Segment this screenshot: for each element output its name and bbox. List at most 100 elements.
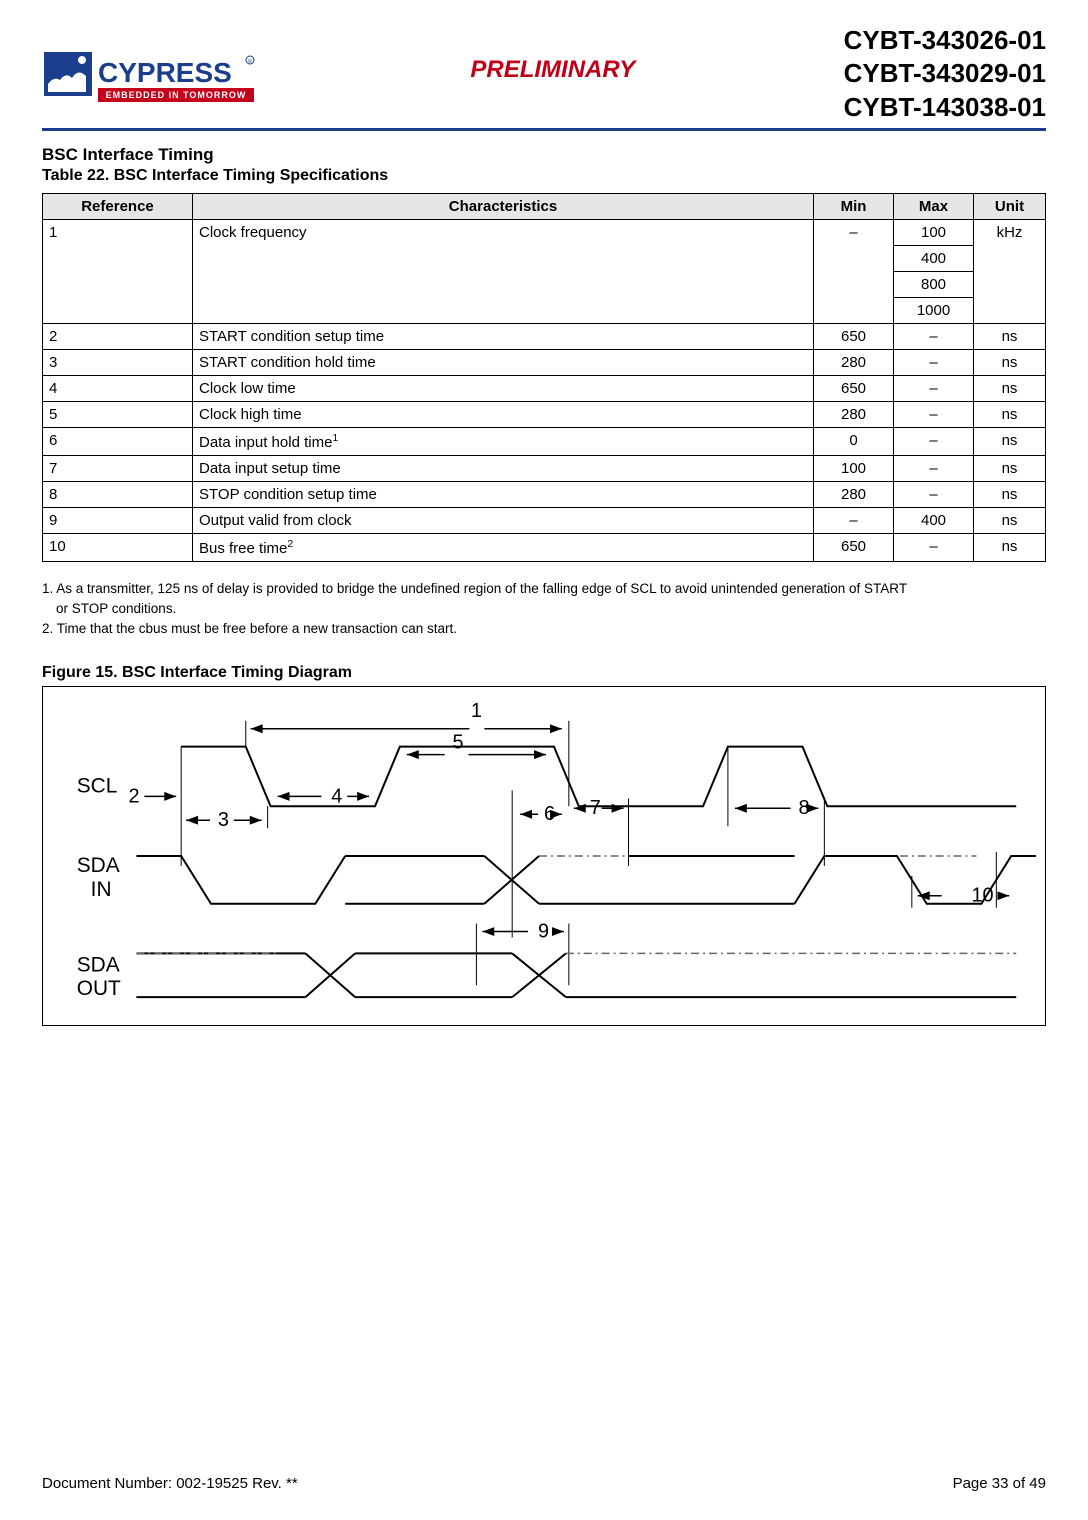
cell-min: 280 [814, 401, 894, 427]
table-row: 5Clock high time280–ns [43, 401, 1046, 427]
cell-min: 650 [814, 323, 894, 349]
cell-unit: ns [974, 533, 1046, 561]
cell-ref: 10 [43, 533, 193, 561]
table-row: 4Clock low time650–ns [43, 375, 1046, 401]
cell-ref: 3 [43, 349, 193, 375]
cell-min: 650 [814, 533, 894, 561]
cell-min: 280 [814, 349, 894, 375]
cell-unit: ns [974, 401, 1046, 427]
cell-ref: 4 [43, 375, 193, 401]
cell-min: – [814, 507, 894, 533]
cell-char: START condition setup time [193, 323, 814, 349]
footnotes: 1. As a transmitter, 125 ns of delay is … [42, 580, 1046, 639]
section-title: BSC Interface Timing [42, 145, 1046, 165]
logo: CYPRESS R EMBEDDED IN TOMORROW [42, 22, 262, 116]
svg-text:3: 3 [218, 810, 229, 832]
signal-label-sda-in2: IN [91, 878, 112, 901]
spec-table: Reference Characteristics Min Max Unit 1… [42, 193, 1046, 562]
cell-min: 0 [814, 427, 894, 455]
svg-text:R: R [248, 59, 252, 65]
page-footer: Document Number: 002-19525 Rev. ** Page … [42, 1475, 1046, 1492]
cell-unit: ns [974, 427, 1046, 455]
part-numbers: CYBT-343026-01 CYBT-343029-01 CYBT-14303… [844, 22, 1046, 124]
page-header: CYPRESS R EMBEDDED IN TOMORROW PRELIMINA… [42, 22, 1046, 124]
cell-char: Bus free time2 [193, 533, 814, 561]
table-row: 7Data input setup time100–ns [43, 455, 1046, 481]
svg-text:8: 8 [798, 798, 809, 820]
cell-unit: ns [974, 375, 1046, 401]
timing-diagram: SCL 1 5 2 4 3 [42, 686, 1046, 1026]
col-header-min: Min [814, 193, 894, 219]
cell-ref: 9 [43, 507, 193, 533]
footnote: 1. As a transmitter, 125 ns of delay is … [42, 580, 1046, 598]
logo-brand-text: CYPRESS [98, 57, 232, 88]
table-row: 3START condition hold time280–ns [43, 349, 1046, 375]
cell-char: STOP condition setup time [193, 481, 814, 507]
footnote-cont: or STOP conditions. [42, 600, 1046, 618]
part-number: CYBT-343026-01 [844, 24, 1046, 57]
col-header-unit: Unit [974, 193, 1046, 219]
footnote: 2. Time that the cbus must be free befor… [42, 620, 1046, 638]
svg-text:4: 4 [331, 786, 342, 808]
cell-unit: kHz [974, 219, 1046, 323]
logo-tagline-text: EMBEDDED IN TOMORROW [106, 90, 247, 100]
table-caption: Table 22. BSC Interface Timing Specifica… [42, 167, 1046, 185]
doc-number: Document Number: 002-19525 Rev. ** [42, 1475, 298, 1492]
cell-max: – [894, 533, 974, 561]
cell-max: – [894, 481, 974, 507]
cell-max: – [894, 401, 974, 427]
cell-min: 650 [814, 375, 894, 401]
col-header-characteristics: Characteristics [193, 193, 814, 219]
figure-caption: Figure 15. BSC Interface Timing Diagram [42, 664, 1046, 682]
cell-ref: 8 [43, 481, 193, 507]
cell-max: 800 [894, 271, 974, 297]
cell-char: Output valid from clock [193, 507, 814, 533]
table-row: 2START condition setup time650–ns [43, 323, 1046, 349]
cell-max: – [894, 323, 974, 349]
cell-ref: 2 [43, 323, 193, 349]
cell-char: Data input hold time1 [193, 427, 814, 455]
cell-ref: 5 [43, 401, 193, 427]
svg-text:2: 2 [128, 786, 139, 808]
table-row: 9Output valid from clock–400ns [43, 507, 1046, 533]
cell-char: Clock frequency [193, 219, 814, 323]
table-row: 8STOP condition setup time280–ns [43, 481, 1046, 507]
cell-ref: 6 [43, 427, 193, 455]
svg-text:9: 9 [538, 921, 549, 943]
col-header-max: Max [894, 193, 974, 219]
cell-max: 100 [894, 219, 974, 245]
cell-char: Clock high time [193, 401, 814, 427]
cell-max: 400 [894, 245, 974, 271]
svg-text:6: 6 [544, 804, 555, 826]
cell-unit: ns [974, 349, 1046, 375]
cell-unit: ns [974, 507, 1046, 533]
cell-max: – [894, 375, 974, 401]
cell-unit: ns [974, 455, 1046, 481]
cell-max: 1000 [894, 297, 974, 323]
part-number: CYBT-143038-01 [844, 91, 1046, 124]
col-header-reference: Reference [43, 193, 193, 219]
signal-label-scl: SCL [77, 775, 118, 798]
svg-text:1: 1 [471, 700, 482, 722]
page-number: Page 33 of 49 [953, 1475, 1046, 1492]
cell-ref: 7 [43, 455, 193, 481]
table-header-row: Reference Characteristics Min Max Unit [43, 193, 1046, 219]
header-rule [42, 128, 1046, 131]
svg-text:5: 5 [453, 732, 464, 754]
cell-ref: 1 [43, 219, 193, 323]
cell-max: – [894, 455, 974, 481]
cell-min: – [814, 219, 894, 323]
part-number: CYBT-343029-01 [844, 57, 1046, 90]
cell-char: Clock low time [193, 375, 814, 401]
cell-max: – [894, 427, 974, 455]
cell-max: – [894, 349, 974, 375]
preliminary-watermark: PRELIMINARY [262, 22, 844, 84]
cell-min: 100 [814, 455, 894, 481]
cell-char: Data input setup time [193, 455, 814, 481]
signal-label-sda-out2: OUT [77, 978, 121, 1001]
svg-text:10: 10 [971, 885, 993, 907]
cell-unit: ns [974, 481, 1046, 507]
cell-min: 280 [814, 481, 894, 507]
table-row: 6Data input hold time10–ns [43, 427, 1046, 455]
cell-unit: ns [974, 323, 1046, 349]
